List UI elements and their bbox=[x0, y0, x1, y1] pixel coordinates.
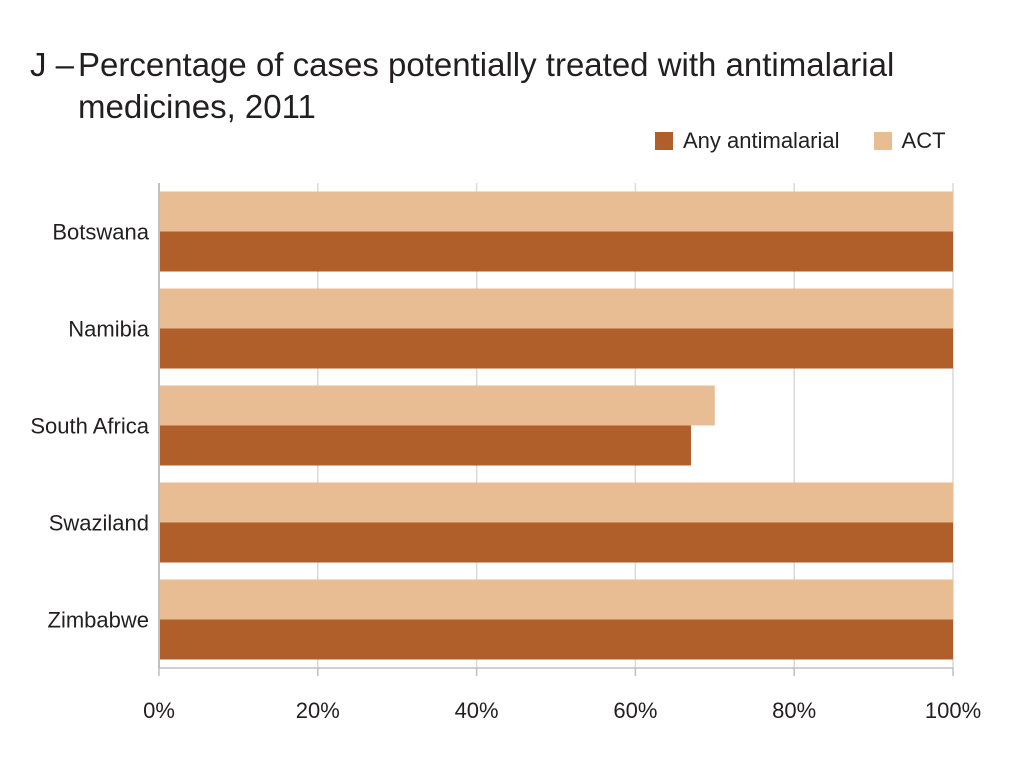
x-tick-label: 40% bbox=[455, 698, 499, 723]
x-tick-label: 100% bbox=[925, 698, 981, 723]
legend-swatch-any-antimalarial bbox=[655, 132, 673, 150]
legend-swatch-act bbox=[873, 132, 892, 150]
legend-label-act: ACT bbox=[901, 128, 946, 153]
y-tick-label: South Africa bbox=[30, 414, 149, 439]
x-tick-label: 80% bbox=[772, 698, 816, 723]
bar-any-antimalarial bbox=[160, 425, 691, 466]
bar-act bbox=[160, 191, 953, 232]
x-tick-label: 0% bbox=[143, 698, 175, 723]
bar-act bbox=[160, 579, 953, 620]
legend-item-act: ACT bbox=[873, 128, 946, 154]
bar-any-antimalarial bbox=[160, 522, 953, 563]
y-tick-label: Botswana bbox=[52, 220, 149, 245]
title-line-1: Percentage of cases potentially treated … bbox=[78, 46, 895, 83]
bar-act bbox=[160, 288, 953, 329]
bar-any-antimalarial bbox=[160, 231, 953, 272]
bar-any-antimalarial bbox=[160, 619, 953, 660]
legend-label-any-antimalarial: Any antimalarial bbox=[683, 128, 840, 153]
y-tick-label: Namibia bbox=[68, 317, 149, 342]
legend: Any antimalarial ACT bbox=[655, 128, 980, 154]
title-line-2: medicines, 2011 bbox=[78, 88, 316, 125]
x-tick-label: 20% bbox=[296, 698, 340, 723]
bar-act bbox=[160, 482, 953, 523]
legend-item-any-antimalarial: Any antimalarial bbox=[655, 128, 840, 154]
bar-any-antimalarial bbox=[160, 328, 953, 369]
x-tick-label: 60% bbox=[613, 698, 657, 723]
bar-act bbox=[160, 385, 715, 426]
y-tick-label: Swaziland bbox=[49, 511, 149, 536]
title-prefix: J – bbox=[30, 46, 75, 83]
chart-title: J – Percentage of cases potentially treat… bbox=[30, 44, 990, 128]
y-tick-label: Zimbabwe bbox=[48, 608, 149, 633]
